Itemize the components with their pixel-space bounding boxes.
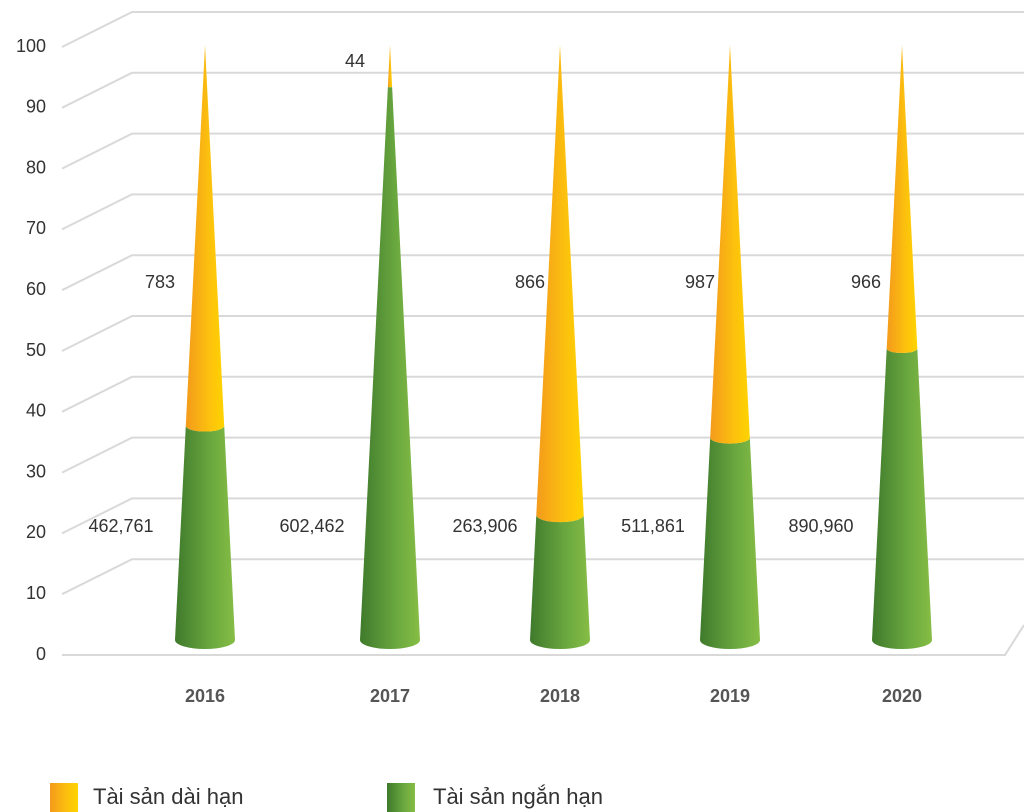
legend-swatch bbox=[50, 783, 78, 812]
legend-swatch bbox=[387, 783, 415, 812]
grid-line bbox=[61, 11, 1024, 48]
y-tick-label: 80 bbox=[26, 157, 46, 177]
cone-segment bbox=[886, 45, 918, 354]
cone-segment bbox=[530, 515, 590, 649]
cone-segment bbox=[536, 45, 584, 523]
cone-segment bbox=[360, 86, 420, 649]
x-tick-label: 2017 bbox=[370, 686, 410, 706]
cone-segment bbox=[175, 425, 235, 649]
data-label: 783 bbox=[145, 272, 175, 292]
cone-segment bbox=[700, 437, 760, 649]
x-tick-label: 2016 bbox=[185, 686, 225, 706]
x-tick-label: 2019 bbox=[710, 686, 750, 706]
cone-segment bbox=[387, 45, 393, 88]
y-tick-label: 20 bbox=[26, 522, 46, 542]
legend-label: Tài sản dài hạn bbox=[93, 784, 243, 809]
y-tick-label: 100 bbox=[16, 36, 46, 56]
y-tick-label: 90 bbox=[26, 97, 46, 117]
data-label: 44 bbox=[345, 51, 365, 71]
y-tick-label: 40 bbox=[26, 401, 46, 421]
y-tick-label: 50 bbox=[26, 340, 46, 360]
data-label: 866 bbox=[515, 272, 545, 292]
y-tick-label: 0 bbox=[36, 644, 46, 664]
y-tick-label: 30 bbox=[26, 461, 46, 481]
cone-segment bbox=[185, 45, 225, 432]
data-label: 890,960 bbox=[788, 516, 853, 536]
y-tick-label: 60 bbox=[26, 279, 46, 299]
data-label: 263,906 bbox=[452, 516, 517, 536]
floor bbox=[62, 624, 1024, 656]
grid-line bbox=[61, 71, 1024, 109]
data-label: 966 bbox=[851, 272, 881, 292]
data-label: 462,761 bbox=[88, 516, 153, 536]
data-label: 511,861 bbox=[621, 516, 685, 536]
x-tick-label: 2020 bbox=[882, 686, 922, 706]
y-tick-label: 10 bbox=[26, 583, 46, 603]
x-tick-label: 2018 bbox=[540, 686, 580, 706]
y-tick-label: 70 bbox=[26, 218, 46, 238]
cone-segment bbox=[710, 45, 750, 444]
data-label: 987 bbox=[685, 272, 715, 292]
data-label: 602,462 bbox=[279, 516, 344, 536]
legend-label: Tài sản ngắn hạn bbox=[433, 784, 603, 809]
cone-segment bbox=[872, 348, 932, 649]
